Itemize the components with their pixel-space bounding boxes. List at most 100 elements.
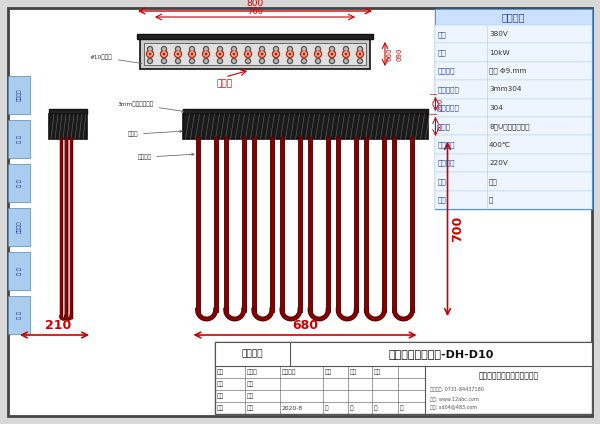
Text: 2020-8: 2020-8 <box>282 405 303 410</box>
Text: #10螺栓孔: #10螺栓孔 <box>90 54 142 64</box>
Text: 680: 680 <box>292 319 318 332</box>
Text: 加热管材料: 加热管材料 <box>438 104 460 111</box>
Circle shape <box>149 53 151 55</box>
Circle shape <box>247 48 249 50</box>
Circle shape <box>203 47 209 51</box>
Circle shape <box>343 50 349 58</box>
Bar <box>49 109 87 114</box>
Circle shape <box>359 53 361 55</box>
Circle shape <box>245 50 251 58</box>
Bar <box>435 191 592 209</box>
Circle shape <box>302 47 307 51</box>
Text: 760: 760 <box>247 7 263 16</box>
Text: 空气: 空气 <box>489 178 498 185</box>
Circle shape <box>287 50 293 58</box>
Circle shape <box>359 60 361 62</box>
Circle shape <box>246 52 250 56</box>
Circle shape <box>343 47 349 51</box>
Text: 审定: 审定 <box>247 381 254 387</box>
Text: 电压: 电压 <box>438 31 447 37</box>
Bar <box>8 120 30 158</box>
Text: 80: 80 <box>437 123 443 130</box>
Circle shape <box>317 48 319 50</box>
Text: 800: 800 <box>247 0 263 8</box>
Text: 无: 无 <box>489 196 493 203</box>
Text: 接线方式: 接线方式 <box>438 160 455 166</box>
Bar <box>435 80 592 99</box>
Circle shape <box>288 52 292 56</box>
Circle shape <box>217 50 223 58</box>
Bar <box>435 154 592 172</box>
Circle shape <box>205 60 207 62</box>
Text: 方右板材质: 方右板材质 <box>438 86 460 93</box>
Circle shape <box>177 60 179 62</box>
Circle shape <box>205 53 207 55</box>
Bar <box>8 208 30 246</box>
Text: 审核: 审核 <box>217 393 224 399</box>
Circle shape <box>149 48 151 50</box>
Circle shape <box>260 59 265 64</box>
Bar <box>435 99 592 117</box>
Circle shape <box>233 53 235 55</box>
Circle shape <box>303 53 305 55</box>
Circle shape <box>176 47 181 51</box>
Circle shape <box>190 59 194 64</box>
Text: 日: 日 <box>350 405 353 411</box>
Text: 密封圈: 密封圈 <box>128 130 182 137</box>
Bar <box>215 342 592 414</box>
Circle shape <box>149 60 151 62</box>
Text: 外型尺寸: 外型尺寸 <box>438 68 455 74</box>
Text: 技术参数: 技术参数 <box>502 12 525 22</box>
Circle shape <box>358 47 362 51</box>
Bar <box>435 172 592 191</box>
Text: 接线盒: 接线盒 <box>217 79 233 88</box>
Bar <box>8 164 30 202</box>
Circle shape <box>301 50 308 58</box>
Circle shape <box>245 59 251 64</box>
Text: 邮箱: sd04@483.com: 邮箱: sd04@483.com <box>430 405 477 410</box>
Circle shape <box>358 52 362 56</box>
Circle shape <box>331 53 333 55</box>
Circle shape <box>163 48 165 50</box>
Text: 描 图: 描 图 <box>17 135 22 143</box>
Text: 控制: 控制 <box>438 196 447 203</box>
Text: 8根U型规格为多管: 8根U型规格为多管 <box>489 123 530 129</box>
Text: 200: 200 <box>437 98 443 111</box>
Circle shape <box>275 53 277 55</box>
Text: 220V: 220V <box>489 160 508 166</box>
Text: 380V: 380V <box>489 31 508 37</box>
Circle shape <box>287 47 293 51</box>
Circle shape <box>161 50 167 58</box>
Bar <box>435 43 592 62</box>
Circle shape <box>162 52 166 56</box>
Circle shape <box>317 53 319 55</box>
Text: 批准: 批准 <box>247 393 254 399</box>
Circle shape <box>287 59 293 64</box>
Text: 比例: 比例 <box>374 369 381 375</box>
Circle shape <box>205 48 207 50</box>
Bar <box>435 25 592 43</box>
Circle shape <box>359 48 361 50</box>
Text: 700: 700 <box>452 216 464 242</box>
Circle shape <box>289 60 291 62</box>
Circle shape <box>260 52 264 56</box>
Bar <box>182 114 427 139</box>
Circle shape <box>302 52 306 56</box>
Circle shape <box>329 50 335 58</box>
Text: 见图 Φ9.mm: 见图 Φ9.mm <box>489 68 527 74</box>
Circle shape <box>274 47 278 51</box>
Bar <box>137 34 373 39</box>
Circle shape <box>204 52 208 56</box>
Circle shape <box>247 60 249 62</box>
Circle shape <box>176 59 181 64</box>
Bar <box>49 114 87 139</box>
Bar <box>140 39 370 69</box>
Text: 090: 090 <box>397 47 403 61</box>
Circle shape <box>247 53 249 55</box>
Circle shape <box>188 50 196 58</box>
Text: 网址: www.12abc.com: 网址: www.12abc.com <box>430 396 479 402</box>
Circle shape <box>219 60 221 62</box>
Circle shape <box>219 53 221 55</box>
Text: 规格号码: 规格号码 <box>17 221 22 233</box>
Circle shape <box>261 53 263 55</box>
